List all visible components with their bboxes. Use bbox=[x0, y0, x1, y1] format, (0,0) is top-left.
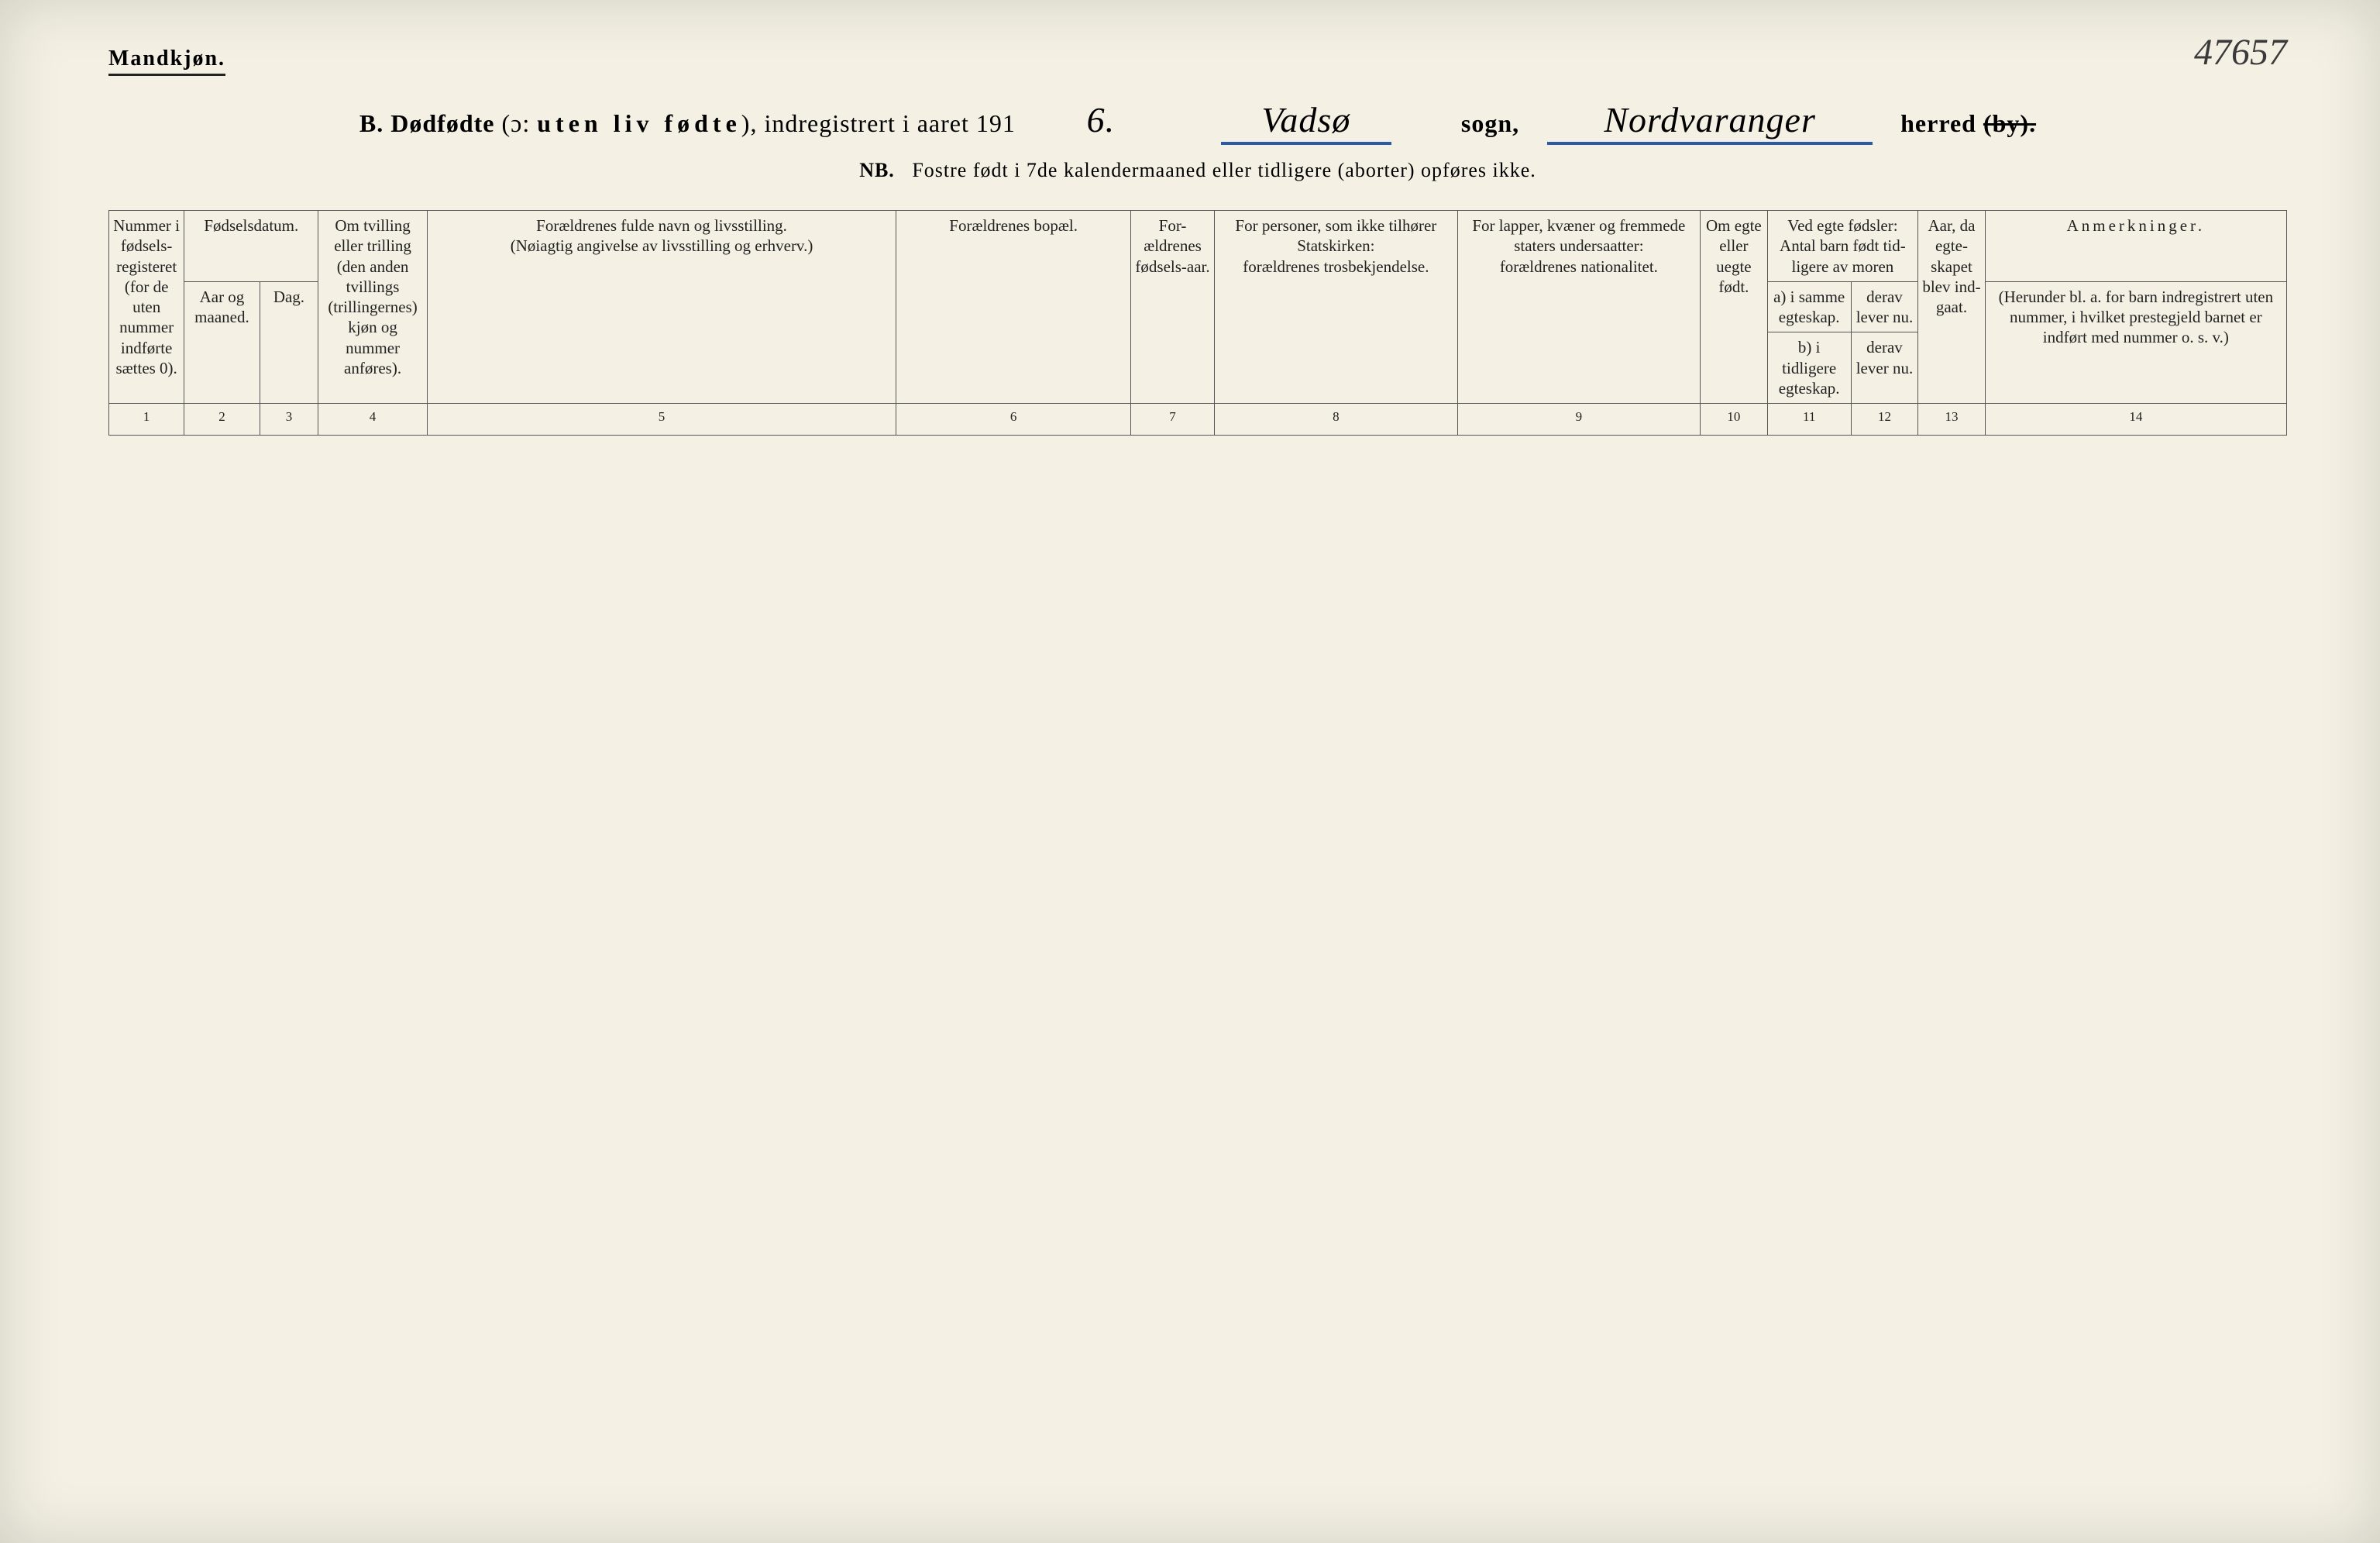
sogn-label: sogn, bbox=[1461, 109, 1519, 137]
header-prefix: B. bbox=[359, 109, 383, 137]
register-page: 47657 Mandkjøn. B. Dødfødte (ɔ: uten liv… bbox=[0, 0, 2380, 1543]
gender-label: Mandkjøn. bbox=[108, 46, 225, 76]
column-index-row: 1 2 3 4 5 6 7 8 9 10 11 12 13 14 bbox=[109, 404, 2287, 436]
register-table: Nummer i fødsels-registeret (for de uten… bbox=[108, 210, 2287, 436]
col-9-header: For lapper, kvæner og fremmede staters u… bbox=[1457, 211, 1701, 404]
col-7-header: For-ældrenes fødsels-aar. bbox=[1130, 211, 1214, 404]
col-11-group-header: Ved egte fødsler: Antal barn født tid-li… bbox=[1767, 211, 1918, 282]
col-idx-9: 9 bbox=[1457, 404, 1701, 436]
by-struck: (by). bbox=[1983, 109, 2036, 137]
col-2b-header: Dag. bbox=[260, 281, 318, 403]
nb-text: Fostre født i 7de kalendermaaned eller t… bbox=[912, 159, 1536, 181]
header-row-1: Nummer i fødsels-registeret (for de uten… bbox=[109, 211, 2287, 282]
col-5-header: Forældrenes fulde navn og livsstilling. … bbox=[427, 211, 896, 404]
herred-hand: Nordvaranger bbox=[1547, 99, 1873, 145]
parish-hand: Vadsø bbox=[1221, 99, 1391, 145]
col-4-header: Om tvilling eller trilling (den anden tv… bbox=[318, 211, 428, 404]
col-2a-header: Aar og maaned. bbox=[184, 281, 260, 403]
col-idx-1: 1 bbox=[109, 404, 184, 436]
col-12a-header: derav lever nu. bbox=[1851, 281, 1918, 332]
col-idx-12: 12 bbox=[1851, 404, 1918, 436]
header-year-hand: 6. bbox=[1016, 99, 1186, 140]
header-title: Dødfødte (ɔ: uten liv fødte), indregistr… bbox=[390, 109, 1016, 137]
form-header: B. Dødfødte (ɔ: uten liv fødte), indregi… bbox=[108, 99, 2287, 145]
col-11a-header: a) i samme egteskap. bbox=[1767, 281, 1851, 332]
nb-note: NB. Fostre født i 7de kalendermaaned ell… bbox=[108, 159, 2287, 182]
col-1-header: Nummer i fødsels-registeret (for de uten… bbox=[109, 211, 184, 404]
col-idx-10: 10 bbox=[1701, 404, 1767, 436]
col-13-header: Aar, da egte-skapet blev ind-gaat. bbox=[1918, 211, 1985, 404]
col-14-header-sub: (Herunder bl. a. for barn indregistrert … bbox=[1985, 281, 2286, 403]
herred-label: herred bbox=[1900, 109, 1976, 137]
col-idx-14: 14 bbox=[1985, 404, 2286, 436]
col-10-header: Om egte eller uegte født. bbox=[1701, 211, 1767, 404]
col-idx-2: 2 bbox=[184, 404, 260, 436]
col-idx-5: 5 bbox=[427, 404, 896, 436]
col-12b-header: derav lever nu. bbox=[1851, 332, 1918, 404]
col-idx-7: 7 bbox=[1130, 404, 1214, 436]
col-11b-header: b) i tidligere egteskap. bbox=[1767, 332, 1851, 404]
col-idx-13: 13 bbox=[1918, 404, 1985, 436]
col-2-group-header: Fødselsdatum. bbox=[184, 211, 318, 282]
col-8-header: For personer, som ikke tilhører Statskir… bbox=[1215, 211, 1458, 404]
col-idx-3: 3 bbox=[260, 404, 318, 436]
col-idx-11: 11 bbox=[1767, 404, 1851, 436]
col-idx-6: 6 bbox=[896, 404, 1131, 436]
col-idx-8: 8 bbox=[1215, 404, 1458, 436]
nb-label: NB. bbox=[859, 159, 895, 181]
col-6-header: Forældrenes bopæl. bbox=[896, 211, 1131, 404]
col-idx-4: 4 bbox=[318, 404, 428, 436]
col-14-header-title: Anmerkninger. bbox=[1985, 211, 2286, 282]
page-number-handwritten: 47657 bbox=[2194, 31, 2287, 74]
